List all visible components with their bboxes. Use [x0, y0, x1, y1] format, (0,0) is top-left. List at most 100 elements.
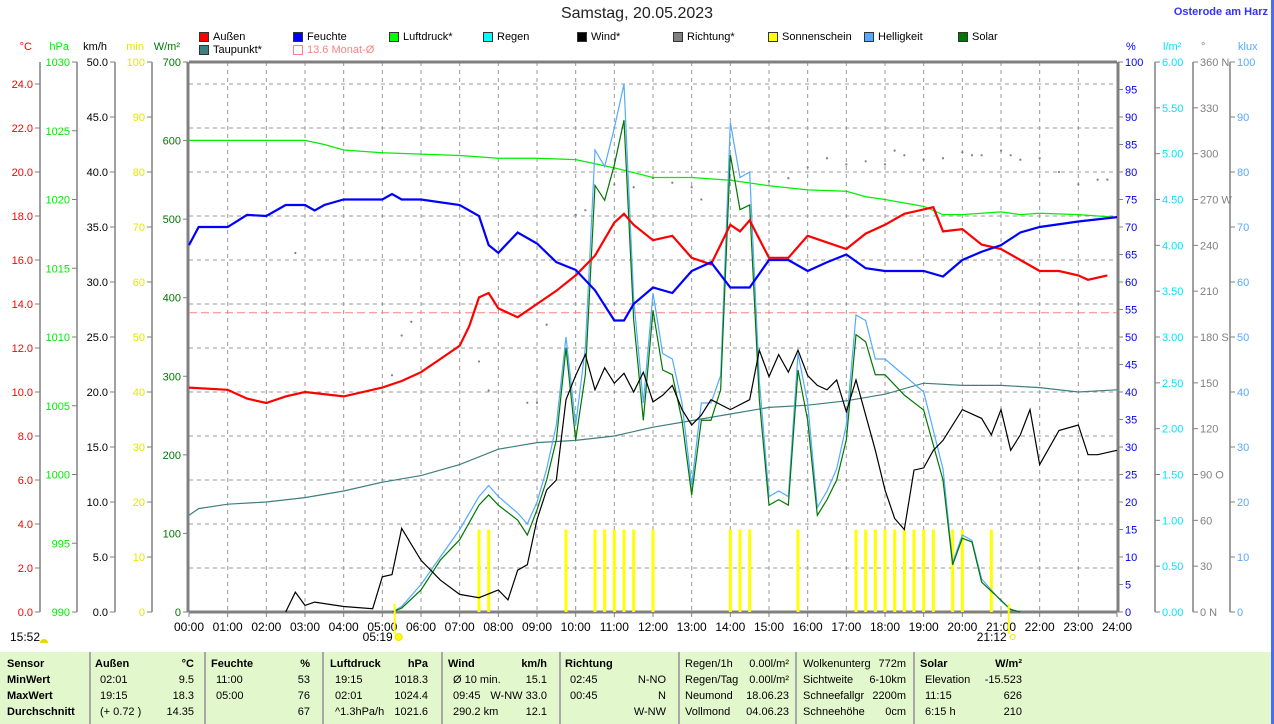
sunshine-bar: [728, 529, 732, 612]
table-cell: Elevation: [925, 674, 971, 686]
table-cell: 6-10km: [869, 674, 906, 686]
table-header-cell: Wind: [448, 658, 475, 670]
pct-tick-label: 45: [1125, 360, 1137, 372]
hpa-tick-label: 1005: [46, 401, 70, 413]
table-cell: W-NW 33.0: [490, 690, 547, 702]
min-tick-label: 0: [139, 607, 145, 619]
kmh-tick-label: 0.0: [93, 607, 108, 619]
table-separator: [89, 652, 91, 724]
hpa-axis-unit: hPa: [49, 41, 69, 53]
series-feuchte: [188, 192, 1118, 322]
series-line: [188, 382, 1118, 516]
temp-tick-label: 18.0: [12, 211, 33, 223]
klux-tick-label: 100: [1237, 57, 1255, 69]
wm2-tick-label: 200: [163, 450, 181, 462]
legend-item: Sonnenschein: [768, 31, 852, 43]
rain-axis-unit: l/m²: [1163, 41, 1182, 53]
sunshine-bar: [632, 529, 636, 612]
min-tick-label: 20: [133, 497, 145, 509]
series-solar: [391, 120, 1021, 613]
x-tick-label: 19:00: [909, 620, 939, 634]
pct-tick-label: 95: [1125, 85, 1137, 97]
hpa-tick-label: 1015: [46, 263, 70, 275]
sunset-time: 21:12: [977, 630, 1007, 644]
pct-tick-label: 75: [1125, 195, 1137, 207]
direction-point: [400, 334, 403, 337]
x-tick-label: 06:00: [406, 620, 436, 634]
table-cell: Schneefallgr: [803, 690, 865, 702]
klux-tick-label: 20: [1237, 497, 1249, 509]
wm2-tick-label: 700: [163, 57, 181, 69]
sunshine-bar: [864, 529, 868, 612]
direction-point: [700, 198, 703, 201]
legend-item: Solar: [958, 31, 998, 43]
pct-tick-label: 35: [1125, 415, 1137, 427]
direction-point: [903, 154, 906, 157]
direction-point: [999, 149, 1003, 152]
min-tick-label: 50: [133, 332, 145, 344]
rain-tick-label: 2.50: [1162, 378, 1183, 390]
kmh-tick-label: 50.0: [87, 57, 108, 69]
x-tick-label: 10:00: [561, 620, 591, 634]
klux-tick-label: 0: [1237, 607, 1243, 619]
hpa-tick-label: 995: [52, 538, 70, 550]
deg-tick-label: 30: [1200, 561, 1212, 573]
x-tick-label: 14:00: [715, 620, 745, 634]
sunshine-bar: [902, 529, 906, 612]
direction-point: [632, 186, 635, 189]
pct-tick-label: 70: [1125, 222, 1137, 234]
deg-tick-label: 300: [1200, 149, 1218, 161]
min-tick-label: 40: [133, 387, 145, 399]
table-cell: 1024.4: [394, 690, 428, 702]
table-cell: 210: [1003, 706, 1022, 718]
sunshine-bar: [564, 529, 568, 612]
hpa-tick-label: 990: [52, 607, 70, 619]
legend-label: Feuchte: [307, 31, 347, 43]
series-richtung: [294, 149, 1109, 404]
direction-point: [1057, 170, 1061, 174]
hpa-tick-label: 1025: [46, 126, 70, 138]
table-separator: [678, 652, 680, 724]
klux-tick-label: 90: [1237, 112, 1249, 124]
table-cell: 09:45: [453, 690, 481, 702]
temp-tick-label: 16.0: [12, 255, 33, 267]
table-cell: 76: [297, 690, 310, 702]
kmh-tick-label: 30.0: [87, 277, 108, 289]
direction-point: [410, 320, 413, 323]
hpa-tick-label: 1010: [46, 332, 70, 344]
direction-point: [651, 177, 655, 180]
table-separator: [913, 652, 915, 724]
sunshine-bar: [893, 529, 897, 612]
table-cell: W-NW: [633, 706, 666, 718]
table-cell: Sichtweite: [803, 674, 854, 686]
table-cell: Neumond: [685, 690, 733, 702]
sunset-icon: [1009, 634, 1016, 640]
wm2-tick-label: 400: [163, 293, 181, 305]
deg-tick-label: 0 N: [1200, 607, 1217, 619]
x-tick-label: 02:00: [251, 620, 281, 634]
direction-point: [574, 213, 577, 216]
x-tick-label: 08:00: [483, 620, 513, 634]
temp-tick-label: 20.0: [12, 167, 33, 179]
table-cell: 6:15 h: [925, 706, 956, 718]
table-cell: 12.1: [525, 706, 547, 718]
klux-tick-label: 70: [1237, 222, 1249, 234]
legend-swatch: [389, 32, 399, 42]
table-cell: MaxWert: [7, 690, 53, 702]
table-cell: 0.00l/m²: [749, 674, 789, 686]
series-line: [391, 120, 1021, 613]
table-cell: 9.5: [178, 674, 194, 686]
table-header-cell: Feuchte: [211, 658, 254, 670]
x-tick-label: 05:00: [367, 620, 397, 634]
pct-tick-label: 25: [1125, 470, 1137, 482]
pct-tick-label: 90: [1125, 112, 1137, 124]
rain-tick-label: 1.00: [1162, 515, 1183, 527]
sunshine-bar: [854, 529, 858, 612]
klux-tick-label: 60: [1237, 277, 1249, 289]
deg-axis-unit: °: [1201, 41, 1205, 53]
hpa-tick-label: 1000: [46, 470, 70, 482]
sunshine-bar: [796, 529, 800, 612]
min-tick-label: 10: [133, 552, 145, 564]
direction-point: [294, 251, 297, 255]
table-header-cell: Richtung: [565, 658, 613, 670]
